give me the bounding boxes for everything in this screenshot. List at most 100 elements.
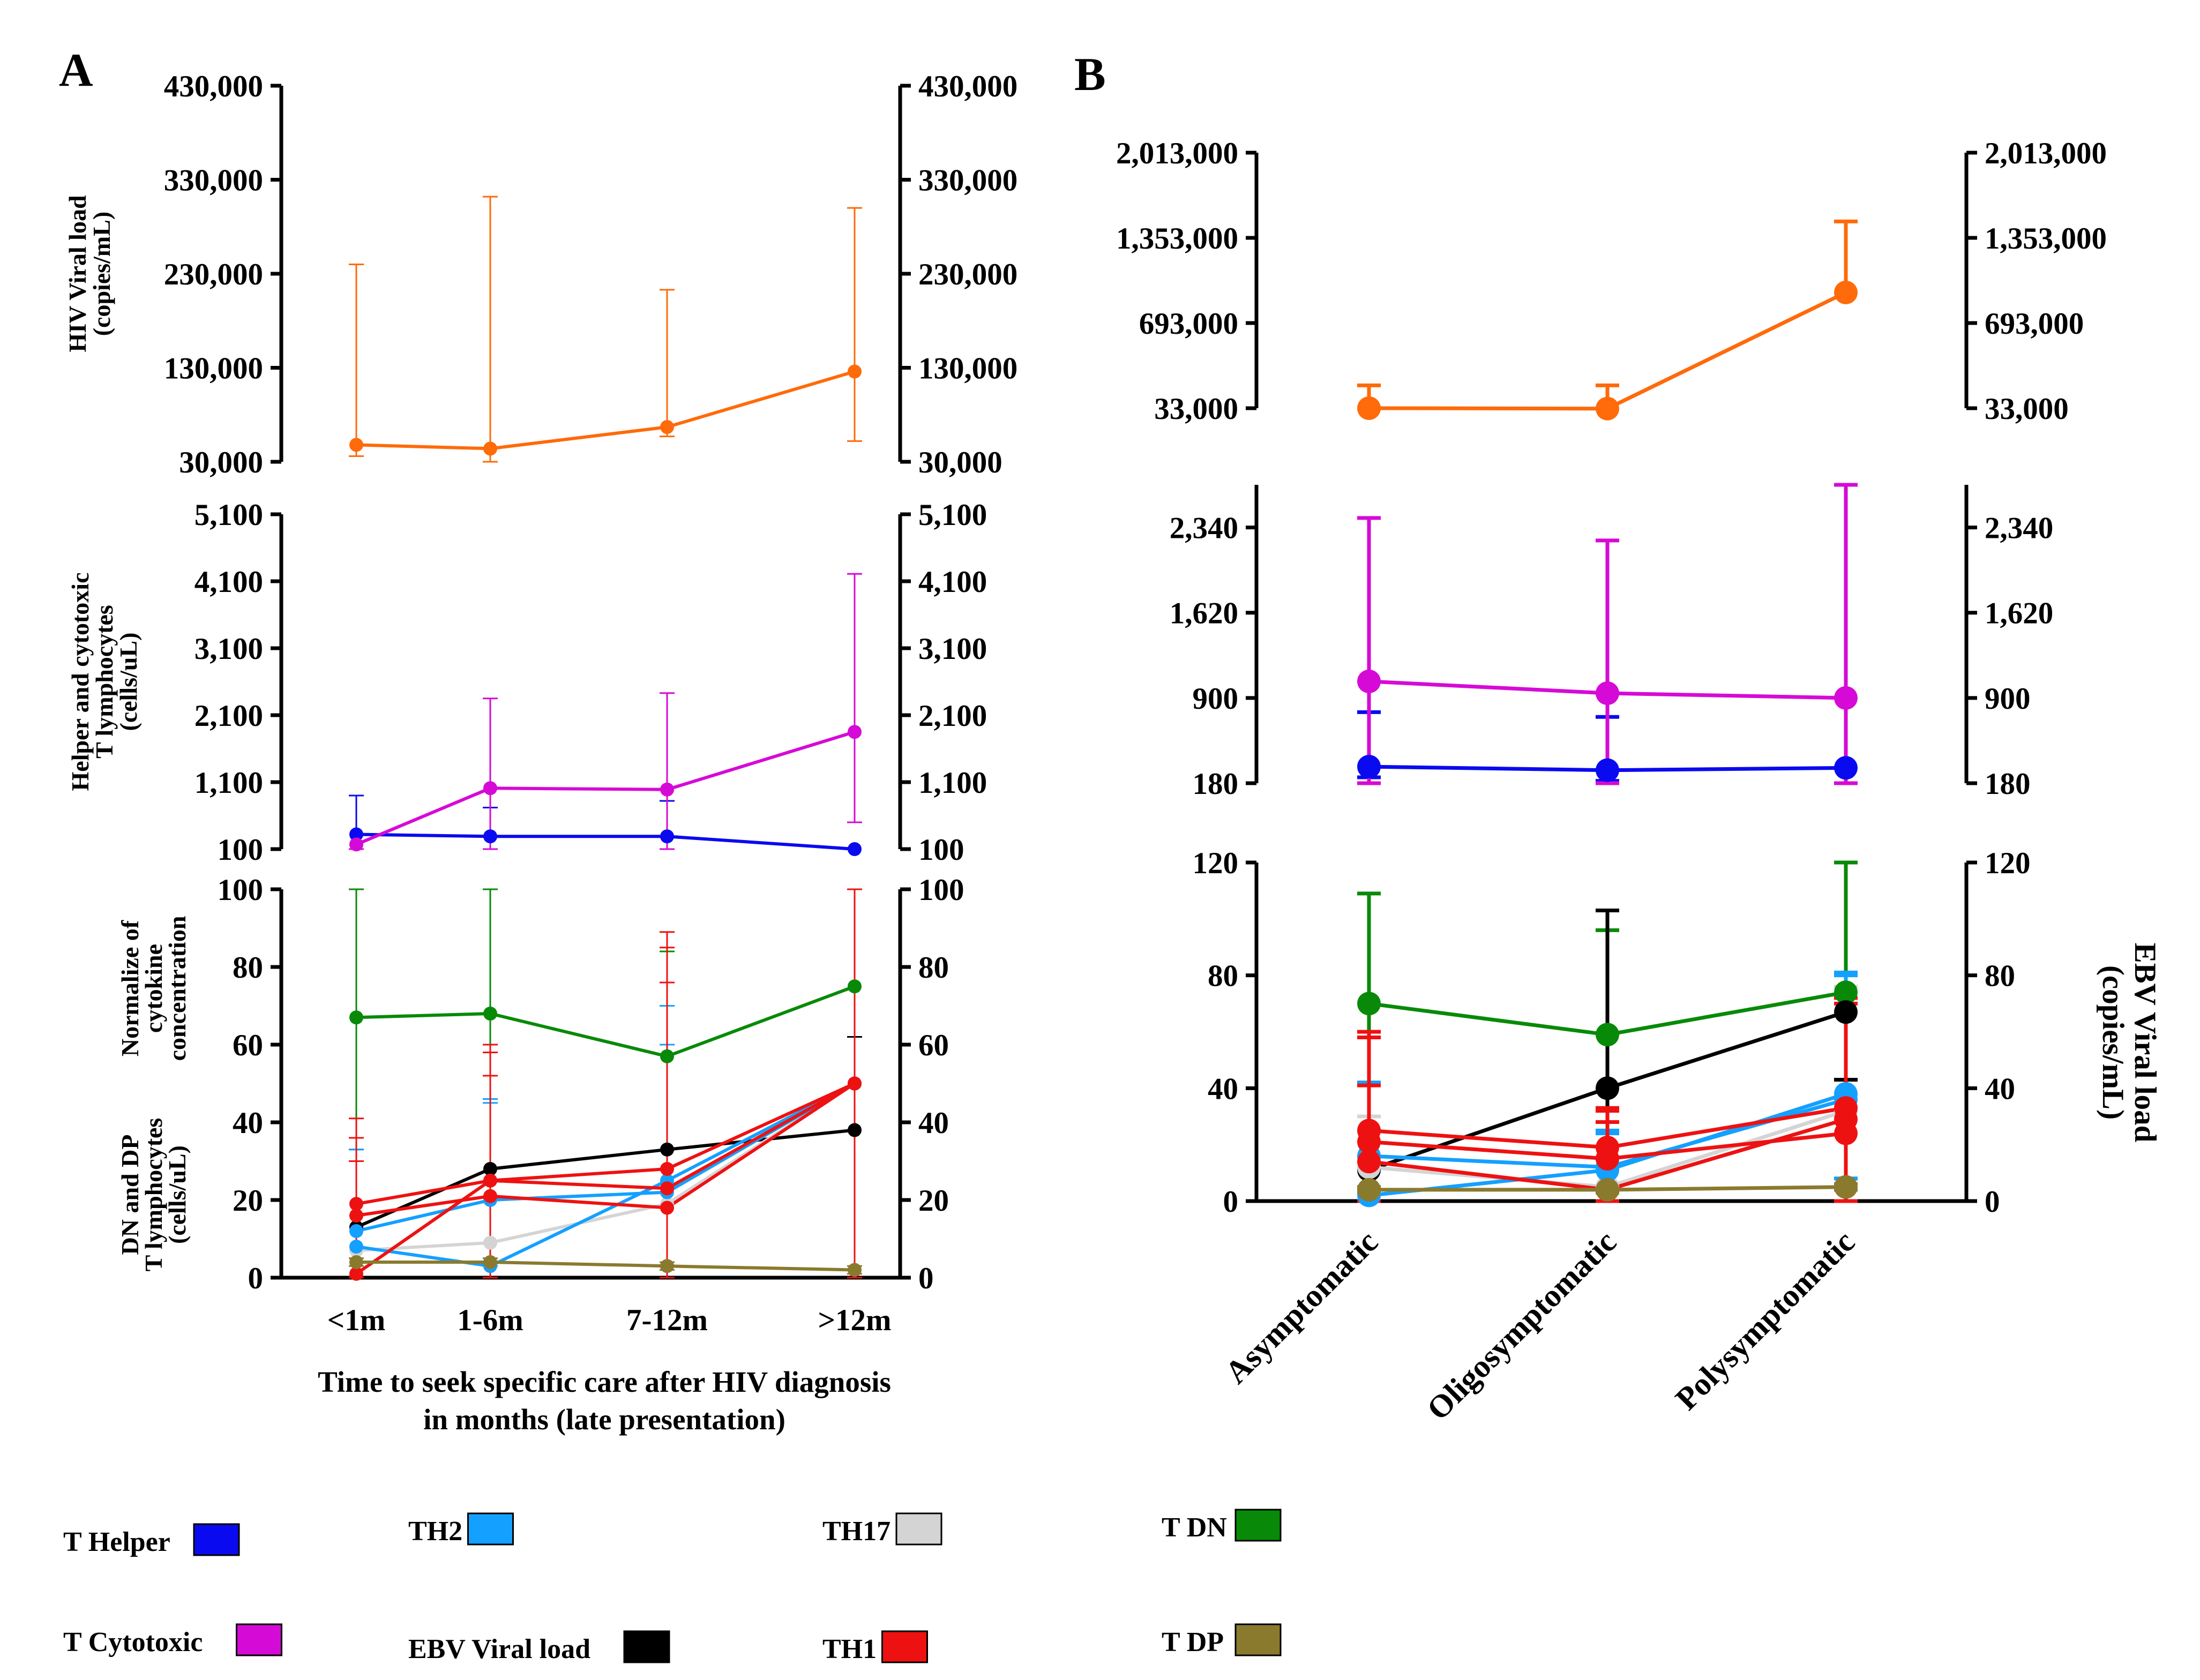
legend-label: T DN [1162,1512,1227,1543]
panel-b-plot1-series-hiv-viral-load-point [1834,280,1858,304]
panel-b-plot2-right-tick-label: 900 [1985,682,2031,716]
panel-b-plot1-left-tick-label: 33,000 [1154,392,1238,426]
panel-a-plot3-series-t-dn-point [848,979,862,994]
panel-a-plot3-series-ebv-viral-load-point [483,1162,497,1176]
panel-b-plot3-right-tick-label: 0 [1985,1185,2000,1219]
panel-a-plot3-ylabel: cytokine [140,944,167,1033]
panel-a-plot3-left-tick-label: 100 [218,873,264,907]
legend-swatch [895,1512,942,1546]
panel-b-plot3-series-t-dp-point [1596,1178,1619,1202]
panel-a-plot2-left-tick-label: 1,100 [194,766,263,800]
panel-b-x-tick-label: Polysymptomatic [1668,1224,1861,1417]
panel-b-plot2-series-t-cytotoxic-point [1834,686,1858,710]
panel-a-plot3-series-t-dn-line [356,985,856,1058]
legend-swatch [881,1630,928,1663]
panel-b-plot1-series-hiv-viral-load-point [1596,396,1619,421]
panel-a-plot2-right-tick-label: 4,100 [918,565,987,599]
panel-b-plot2-series-t-cytotoxic-point [1596,681,1619,706]
panel-a-x-tick-label: <1m [327,1303,385,1337]
series-points-layer [349,280,1858,1281]
panel-a-plot1-series-hiv-viral-load-point [483,441,497,456]
panel-a-plot3-series-th1-c-line [355,1082,856,1276]
panel-b-plot3-series-t-dn-point [1834,980,1858,1004]
panel-b-plot3-left-tick-label: 40 [1208,1072,1238,1106]
axes-layer [271,84,1977,1280]
panel-a-plot3-series-ebv-viral-load-point [660,1142,674,1157]
panel-a-plot2-right-tick-label: 1,100 [918,766,987,800]
panel-a-plot3-series-t-dp-point [848,1263,862,1277]
panel-label-b: B [1074,49,1106,101]
panel-a-plot2-series-t-cytotoxic-point [349,837,363,852]
panel-a-plot2-left-tick-label: 5,100 [194,498,263,532]
panel-a-plot1-right-tick-label: 230,000 [918,258,1017,291]
panel-b-plot2-right-tick-label: 2,340 [1985,512,2053,545]
panel-a-plot3-series-t-dn-point [660,1049,674,1063]
panel-label-a: A [59,44,93,96]
panel-a-plot3-series-th1-b-point [660,1201,674,1215]
panel-a-plot3-series-th2-line [356,1082,856,1268]
panel-a-plot3-series-ebv-viral-load-line [355,1128,855,1229]
panel-a-plot3-right-tick-label: 80 [918,951,949,985]
panel-b-plot3-series-t-dn-point [1357,992,1381,1016]
legend-label: EBV Viral load [408,1634,590,1664]
panel-b-plot3-right-ylabel: EBV Viral load [2128,943,2162,1143]
panel-a-plot3-series-t-dp-point [349,1255,363,1269]
legend-swatch [1234,1509,1282,1542]
panel-a-plot3-ylabel: (cells/uL) [163,1145,191,1244]
panel-a-plot3-series-t-dn-point [349,1010,363,1025]
panel-a-plot2-left-tick-label: 3,100 [194,632,263,666]
panel-a-plot1-series-hiv-viral-load-point [349,438,363,452]
panel-b-plot1-left-tick-label: 1,353,000 [1116,222,1238,256]
error-bars-layer [349,196,1858,1279]
panel-a-plot3-series-th1-b-line [356,1082,856,1217]
panel-b-plot2-left-tick-label: 2,340 [1170,512,1238,545]
panel-b-plot2-left-tick-label: 900 [1193,682,1239,716]
panel-a-plot2-series-t-helper-point [660,829,674,844]
legend-label: TH17 [822,1516,891,1547]
panel-a-plot3-series-t-dn-point [483,1007,497,1021]
panel-a-plot2-series-t-cytotoxic-point [848,725,862,739]
panel-b-plot3-series-th1-c-point [1357,1150,1381,1174]
panel-b-plot3-right-tick-label: 80 [1985,959,2015,993]
panel-a-x-tick-label: 1-6m [457,1303,523,1337]
panel-b-plot1-right-tick-label: 2,013,000 [1985,137,2107,170]
panel-a-plot2-series-t-cytotoxic-point [483,781,497,796]
panel-a-plot3-series-th1-line [356,1082,856,1206]
panel-a-plot2-series-t-helper-point [483,829,497,844]
panel-a-x-tick-label: >12m [818,1303,892,1337]
panel-b-plot3-series-th1-b-point [1357,1130,1381,1154]
panel-a-plot3-left-tick-label: 20 [233,1184,263,1218]
panel-a-plot3-series-th1-b-point [483,1189,497,1203]
panel-a-plot3-ylabel: T lymphocytes [140,1118,167,1272]
panel-a-plot3-series-th1-b-point [349,1209,363,1222]
panel-b-x-tick-label: Oligosymptomatic [1420,1224,1623,1427]
panel-a-x-tick-label: 7-12m [626,1303,708,1337]
panel-b-plot3-left-tick-label: 0 [1223,1185,1239,1219]
panel-b-plot3-series-ebv-viral-load-point [1596,1076,1619,1100]
panel-b-plot2-left-tick-label: 1,620 [1170,597,1238,631]
panel-a-plot1-series-hiv-viral-load-point [848,364,862,379]
panel-a-plot3-series-th1-c-point [483,1173,497,1188]
panel-b-plot2-series-t-cytotoxic-point [1357,669,1381,693]
legend-label: T Cytotoxic [63,1627,203,1658]
legend-swatch [467,1512,514,1546]
panel-a-plot3-right-tick-label: 100 [918,873,964,907]
panel-a-plot1-ylabel: HIV Viral load [64,195,91,352]
panel-a-plot3-series-th1-c-point [349,1266,363,1281]
panel-a-plot3-left-tick-label: 40 [233,1106,263,1140]
panel-a-plot1-right-tick-label: 430,000 [918,70,1017,103]
panel-a-plot2-series-t-cytotoxic-line [355,730,855,846]
panel-a-xlabel: in months (late presentation) [423,1403,785,1436]
panel-a-plot3-series-th1-point [660,1162,674,1176]
panel-a-plot2-left-tick-label: 2,100 [194,699,263,733]
panel-a-plot3-series-ebv-viral-load-point [848,1123,862,1137]
panel-a-plot1-left-tick-label: 330,000 [164,164,263,198]
panel-b-plot1-series-hiv-viral-load-point [1357,396,1381,420]
panel-a-plot2-left-tick-label: 100 [218,833,264,867]
panel-b-plot3-left-tick-label: 120 [1193,846,1239,880]
panel-a-plot3-left-tick-label: 60 [233,1029,263,1062]
panel-b-plot1-right-tick-label: 693,000 [1985,307,2084,341]
panel-b-plot2-series-t-helper-point [1834,756,1858,780]
panel-b-plot3-series-t-dn-point [1596,1023,1619,1047]
panel-a-plot1-right-tick-label: 330,000 [918,164,1017,198]
